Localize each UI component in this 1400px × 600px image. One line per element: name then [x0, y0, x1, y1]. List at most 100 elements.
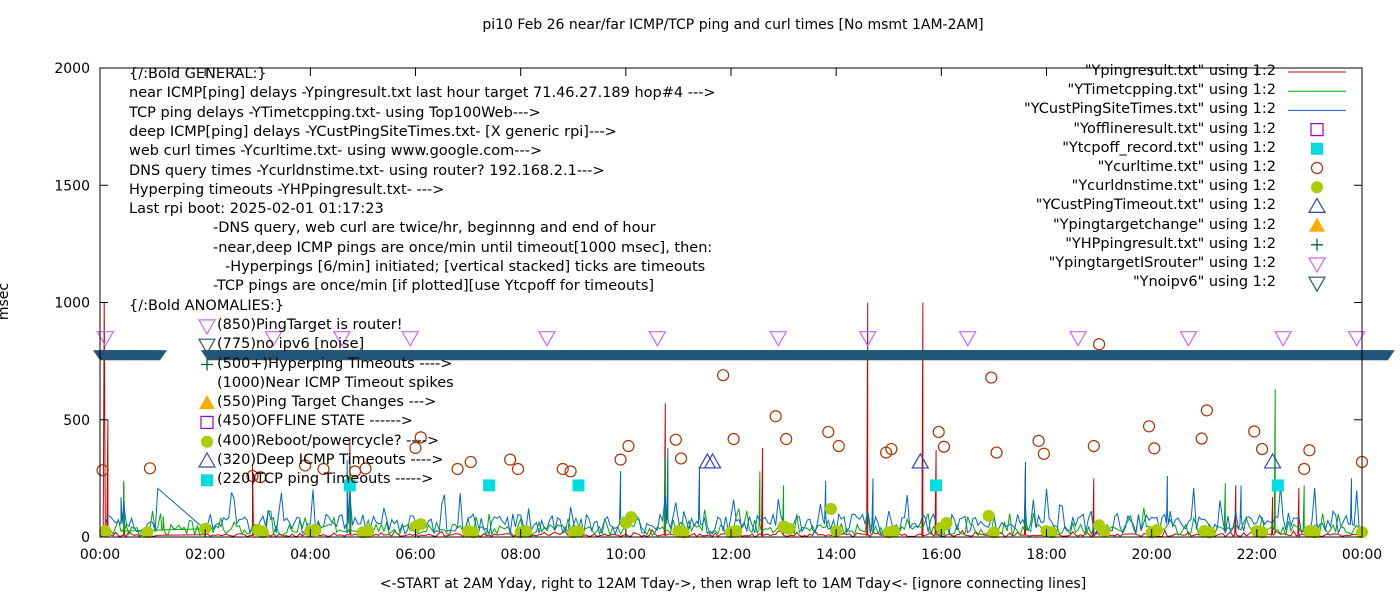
- annotation-line: {/:Bold GENERAL:}: [129, 66, 267, 82]
- series-connector: [123, 528, 206, 532]
- x-tick-label: 14:00: [816, 547, 856, 563]
- marker-5: [1298, 462, 1311, 476]
- annotation-symbol: [197, 338, 217, 355]
- marker-7: [698, 452, 717, 469]
- marker-5: [409, 441, 422, 454]
- marker-5: [1092, 338, 1106, 351]
- legend-entry-label: "Ypingresult.txt" using 1:2: [1084, 63, 1276, 79]
- marker-10: [958, 331, 977, 347]
- marker-5: [1200, 404, 1213, 417]
- marker-5: [317, 462, 330, 476]
- marker-5: [622, 439, 635, 453]
- x-tick-label: 00:00: [80, 547, 120, 563]
- marker-6: [199, 522, 212, 535]
- marker-6: [141, 526, 154, 539]
- annotation-symbol: [200, 415, 214, 429]
- marker-5: [359, 462, 372, 475]
- legend-symbol-7: [1307, 197, 1327, 213]
- marker-10: [1179, 331, 1198, 347]
- y-tick-label: 1500: [54, 178, 90, 194]
- series-line-2: [104, 447, 1360, 536]
- annotation-line: (1000)Near ICMP Timeout spikes: [217, 374, 454, 391]
- annotation-line: -DNS query, web curl are twice/hr, begin…: [213, 220, 656, 237]
- marker-7: [703, 452, 722, 469]
- annotation-line: Hyperping timeouts -YHPpingresult.txt- -…: [129, 181, 445, 198]
- legend-entry-label: "YTimetcpping.txt" using 1:2: [1067, 82, 1276, 99]
- marker-6: [940, 516, 953, 529]
- marker-6: [309, 523, 322, 536]
- marker-10: [648, 331, 667, 347]
- annotation-line: -Hyperpings [6/min] initiated; [vertical…: [225, 259, 706, 275]
- axis-ticks: 00:00 02:00 04:00 06:00 08:00 10:00 12:00 14:00…: [54, 61, 1382, 563]
- x-axis-label: <-START at 2AM Yday, right to 12AM Tday-…: [379, 576, 1087, 592]
- marker-5: [937, 440, 951, 453]
- marker-4: [343, 479, 356, 492]
- marker-5: [985, 371, 998, 384]
- marker-5: [932, 425, 945, 439]
- legend-symbol-3: [1310, 122, 1324, 137]
- marker-5: [254, 471, 267, 484]
- chart-title: pi10 Feb 26 near/far ICMP/TCP ping and c…: [482, 17, 984, 33]
- annotation-symbol: [199, 395, 215, 410]
- series-markers: [93, 331, 1395, 539]
- marker-5: [990, 446, 1003, 459]
- annotation-line: DNS query times -Ycurldnstime.txt- using…: [129, 162, 605, 179]
- marker-6: [1098, 525, 1111, 538]
- legend-entry-label: "Ycurltime.txt" using 1:2: [1097, 159, 1276, 175]
- noipv6-marker: [153, 350, 167, 361]
- marker-5: [246, 469, 259, 483]
- marker-6: [1203, 526, 1216, 539]
- y-tick-label: 0: [81, 530, 90, 546]
- annotation-symbol: [197, 451, 217, 468]
- marker-5: [885, 442, 898, 456]
- marker-6: [1256, 526, 1269, 539]
- annotation-line: (320)Deep ICMP Timeouts ---->: [217, 452, 444, 468]
- marker-6: [414, 518, 427, 531]
- marker-6: [677, 526, 690, 539]
- annotation-symbols: [197, 319, 217, 487]
- x-tick-label: 20:00: [1131, 547, 1171, 563]
- marker-5: [1248, 425, 1261, 438]
- x-tick-label: 08:00: [500, 547, 540, 563]
- marker-5: [727, 432, 740, 446]
- marker-6: [1150, 523, 1163, 536]
- marker-5: [832, 439, 845, 453]
- noipv6-marker: [1380, 350, 1395, 361]
- y-tick-label: 2000: [54, 61, 90, 77]
- annotation-line: (550)Ping Target Changes --->: [217, 394, 437, 411]
- annotation-line: {/:Bold ANOMALIES:}: [129, 297, 285, 314]
- marker-6: [362, 525, 375, 538]
- legend-entry-label: "Ytcpoff_record.txt" using 1:2: [1062, 139, 1276, 156]
- annotation-symbol: [201, 435, 213, 448]
- legend-symbol-6: [1311, 181, 1323, 194]
- x-tick-label: 02:00: [185, 547, 225, 563]
- marker-5: [1142, 420, 1156, 433]
- legend-entry-label: "YHPpingresult.txt" using 1:2: [1065, 235, 1276, 252]
- legend-symbol-8: [1309, 217, 1325, 232]
- annotation-symbol: [201, 474, 213, 487]
- annotation-symbol: [201, 358, 213, 371]
- marker-4: [930, 479, 943, 492]
- marker-6: [982, 509, 995, 522]
- marker-10: [858, 331, 877, 347]
- marker-7: [911, 452, 930, 469]
- x-tick-label: 18:00: [1026, 547, 1066, 563]
- marker-5: [1087, 439, 1100, 453]
- marker-10: [332, 331, 351, 347]
- marker-10: [769, 331, 788, 347]
- annotation-symbol: [197, 319, 217, 336]
- legend-symbol-10: [1307, 257, 1327, 274]
- marker-6: [1045, 526, 1058, 539]
- noipv6-band-0: [93, 350, 167, 361]
- annotation-line: web curl times -Ycurltime.txt- using www…: [129, 143, 543, 160]
- x-tick-label: 04:00: [290, 547, 330, 563]
- annotation-line: (450)OFFLINE STATE ------>: [217, 413, 413, 430]
- marker-6: [572, 525, 585, 538]
- x-tick-label: 06:00: [395, 547, 435, 563]
- marker-4: [483, 479, 496, 492]
- annotation-line: deep ICMP[ping] delays -YCustPingSiteTim…: [129, 123, 617, 140]
- legend-entry-label: "Yofflineresult.txt" using 1:2: [1073, 120, 1276, 137]
- annotation-line: (400)Reboot/powercycle? ---->: [217, 432, 440, 449]
- legend-symbol-9: [1311, 238, 1323, 251]
